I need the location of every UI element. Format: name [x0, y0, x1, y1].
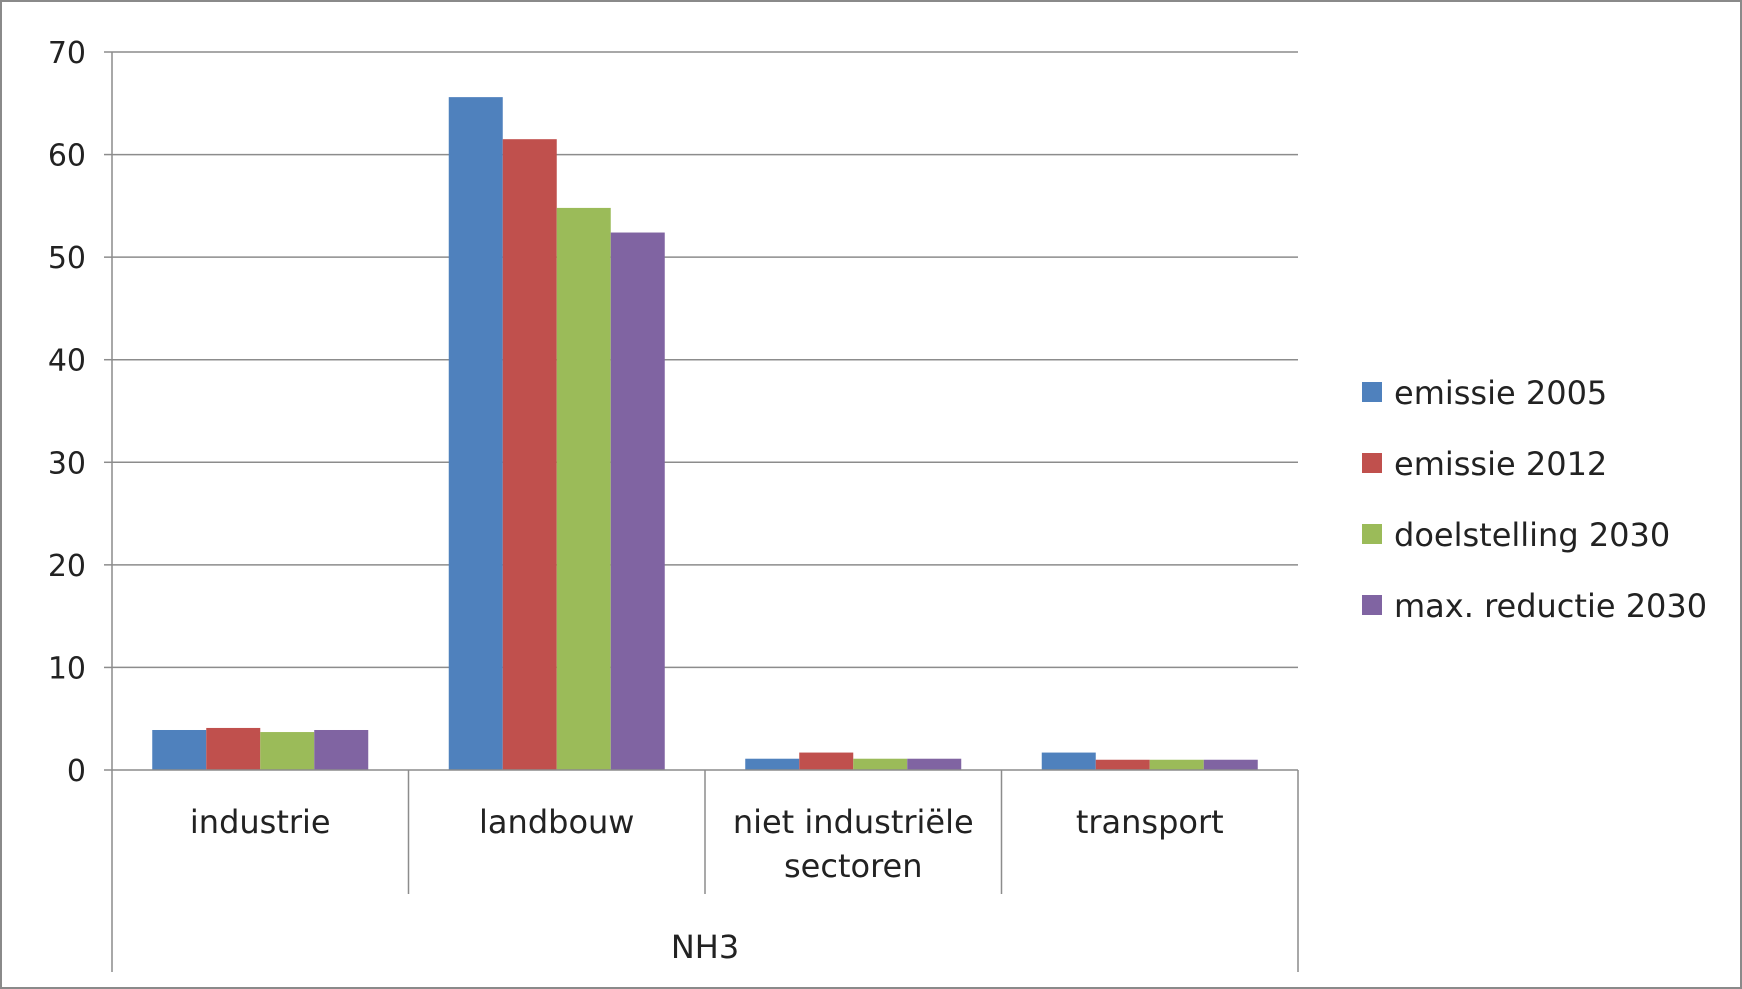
y-tick-label: 0 — [67, 754, 86, 789]
bar-4-series-3 — [1149, 759, 1204, 770]
y-tick-label: 10 — [48, 651, 86, 686]
category-label: industrie — [190, 803, 331, 841]
legend-entry-label: doelstelling 2030 — [1394, 516, 1670, 554]
legend-swatch — [1362, 524, 1382, 544]
bar-4-series-4 — [1203, 759, 1258, 770]
category-label: sectoren — [784, 847, 923, 885]
category-label: transport — [1076, 803, 1224, 841]
y-tick-label: 20 — [48, 549, 86, 584]
bar-3-series-3 — [853, 758, 908, 770]
y-tick-label: 40 — [48, 344, 86, 379]
y-tick-label: 60 — [48, 139, 86, 174]
y-tick-label: 30 — [48, 446, 86, 481]
gridlines — [112, 51, 1298, 669]
bar-3-series-4 — [907, 758, 962, 770]
legend-entry-label: emissie 2012 — [1394, 445, 1607, 483]
bar-2-series-3 — [556, 207, 611, 770]
y-tick-label: 70 — [48, 36, 86, 71]
axis-labels: 0 10 20 30 40 50 60 70 industrie landbouw niet ind… — [48, 36, 1224, 966]
bar-1-series-4 — [314, 729, 369, 770]
legend-entry-label: emissie 2005 — [1394, 374, 1607, 412]
bars — [152, 97, 1258, 771]
group-label: NH3 — [671, 928, 739, 966]
y-tick-label: 50 — [48, 241, 86, 276]
bar-4-series-2 — [1095, 759, 1150, 770]
bar-2-series-4 — [610, 232, 665, 771]
bar-4-series-1 — [1041, 752, 1096, 770]
axes — [104, 51, 1299, 972]
legend-swatch — [1362, 595, 1382, 615]
legend-entry-label: max. reductie 2030 — [1394, 587, 1707, 625]
category-label: landbouw — [479, 803, 634, 841]
bar-1-series-3 — [260, 732, 315, 770]
bar-1-series-1 — [152, 729, 207, 770]
category-label: niet industriële — [733, 803, 974, 841]
bar-2-series-2 — [502, 139, 557, 770]
bar-1-series-2 — [206, 727, 261, 770]
legend-swatch — [1362, 382, 1382, 402]
legend-swatch — [1362, 453, 1382, 473]
bar-3-series-1 — [745, 758, 800, 770]
legend: emissie 2005 emissie 2012 doelstelling 203… — [1362, 374, 1707, 625]
bar-2-series-1 — [448, 97, 503, 771]
bar-3-series-2 — [799, 752, 854, 770]
